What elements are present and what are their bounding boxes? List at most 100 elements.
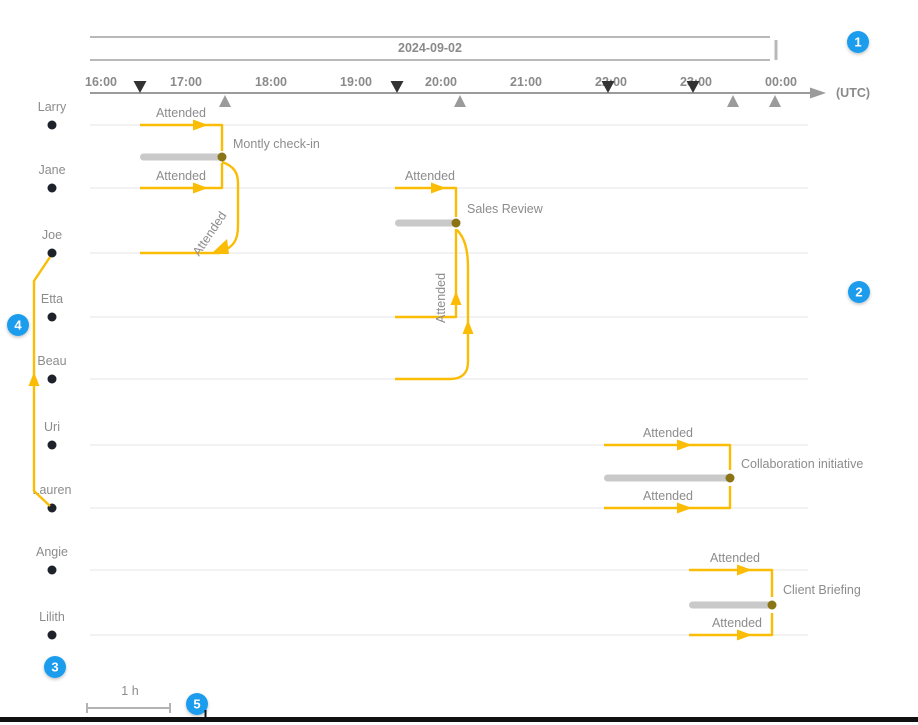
arrow-down-left-icon: [211, 239, 229, 254]
person-label-joe: Joe: [42, 228, 62, 242]
hour-tick-18: 18:00: [255, 75, 287, 89]
connector-lauren: [604, 486, 732, 510]
person-node-angie: [47, 565, 57, 575]
arrow-up-icon: [28, 372, 40, 386]
badge-3: 3: [44, 656, 66, 678]
person-list: Larry Jane Joe Etta Beau Uri Lauren Angi…: [33, 100, 72, 640]
arrow-right-icon: [677, 439, 692, 451]
event-start-marker-icon: [390, 81, 404, 93]
connector-jane: [395, 186, 458, 217]
event-end-marker-icon: [727, 95, 739, 107]
arrow-up-icon: [450, 291, 462, 305]
event-bar-collaboration-initiative[interactable]: [604, 474, 730, 482]
person-node-etta: [47, 312, 57, 322]
connector-angie: [689, 568, 774, 597]
event-bar-sales-review[interactable]: [395, 219, 456, 227]
scale-legend: 1 h: [86, 684, 171, 713]
badge-5-number: 5: [193, 697, 200, 712]
connector-jane: [140, 163, 224, 190]
event-node-sales-review[interactable]: [451, 218, 461, 228]
event-client-briefing: Attended Attended Client Briefing: [689, 551, 861, 641]
hour-tick-20: 20:00: [425, 75, 457, 89]
connector-joe-curve: [220, 160, 240, 254]
attended-label-rotated: Attended: [434, 273, 448, 323]
event-title-sales-review: Sales Review: [467, 202, 544, 216]
hour-tick-17: 17:00: [170, 75, 202, 89]
badge-4-number: 4: [14, 318, 22, 333]
badge-2-number: 2: [855, 285, 862, 300]
person-label-uri: Uri: [44, 420, 60, 434]
person-label-lauren: Lauren: [33, 483, 72, 497]
event-bar-client-briefing[interactable]: [689, 601, 772, 609]
hour-tick-16: 16:00: [85, 75, 117, 89]
badge-2-circle: [848, 281, 870, 303]
bottom-edge: [0, 710, 918, 722]
person-node-larry: [47, 120, 57, 130]
arrow-right-icon: [193, 119, 208, 131]
arrow-right-icon: [737, 629, 752, 641]
connector-beau: [395, 229, 470, 381]
person-label-beau: Beau: [37, 354, 66, 368]
arrow-up-icon: [462, 320, 474, 334]
person-label-lilith: Lilith: [39, 610, 65, 624]
hour-tick-21: 21:00: [510, 75, 542, 89]
event-end-marker-icon: [769, 95, 781, 107]
event-title-collaboration-initiative: Collaboration initiative: [741, 457, 863, 471]
event-bar-montly-check-in[interactable]: [140, 153, 222, 161]
person-label-jane: Jane: [38, 163, 65, 177]
badge-3-number: 3: [51, 660, 58, 675]
time-axis: (UTC) 16:00 17:00 18:00 19:00 20:00 21:0…: [85, 75, 870, 107]
hour-tick-00: 00:00: [765, 75, 797, 89]
event-sales-review: Attended Attended Sales Review: [395, 169, 544, 381]
person-node-uri: [47, 440, 57, 450]
badge-1: 1: [847, 31, 869, 53]
event-collaboration-initiative: Attended Attended Collaboration initiati…: [604, 426, 863, 514]
person-label-angie: Angie: [36, 545, 68, 559]
attended-label: Attended: [712, 616, 762, 630]
attended-label: Attended: [710, 551, 760, 565]
annotation-badges: 1 2 3 4 5: [7, 31, 870, 715]
arrow-right-icon: [677, 502, 692, 514]
attended-label: Attended: [643, 426, 693, 440]
event-start-marker-icon: [686, 81, 700, 93]
person-node-beau: [47, 374, 57, 384]
date-range-label: 2024-09-02: [398, 41, 462, 55]
person-label-larry: Larry: [38, 100, 67, 114]
bottom-edge-bar: [0, 717, 918, 722]
event-node-collaboration-initiative[interactable]: [725, 473, 735, 483]
connector-larry: [140, 123, 224, 151]
attended-label: Attended: [156, 169, 206, 183]
arrow-right-icon: [431, 182, 446, 194]
event-start-marker-icon: [601, 81, 615, 93]
event-start-marker-icon: [133, 81, 147, 93]
badge-2: 2: [848, 281, 870, 303]
event-montly-check-in: Attended Attended Attended Montly check-…: [140, 106, 320, 258]
date-range-selector[interactable]: 2024-09-02: [90, 36, 778, 61]
event-title-client-briefing: Client Briefing: [783, 583, 861, 597]
badge-4-circle: [7, 314, 29, 336]
badge-4: 4: [7, 314, 29, 336]
scale-legend-label: 1 h: [121, 684, 138, 698]
event-node-client-briefing[interactable]: [767, 600, 777, 610]
event-title-montly-check-in: Montly check-in: [233, 137, 320, 151]
hour-tick-19: 19:00: [340, 75, 372, 89]
connector-lilith: [689, 613, 774, 637]
time-axis-unit-label: (UTC): [836, 86, 870, 100]
badge-5: 5: [186, 693, 208, 715]
badge-1-circle: [847, 31, 869, 53]
arrow-right-icon: [737, 564, 752, 576]
attended-label: Attended: [643, 489, 693, 503]
person-node-joe: [47, 248, 57, 258]
person-node-jane: [47, 183, 57, 193]
connector-etta: [395, 229, 458, 319]
event-node-montly-check-in[interactable]: [217, 152, 227, 162]
time-axis-arrow-icon: [810, 87, 826, 99]
connector-uri: [604, 443, 732, 470]
event-end-marker-icon: [454, 95, 466, 107]
person-node-lilith: [47, 630, 57, 640]
badge-5-circle: [186, 693, 208, 715]
arrow-right-icon: [193, 182, 208, 194]
badge-1-number: 1: [854, 35, 861, 50]
person-label-etta: Etta: [41, 292, 63, 306]
